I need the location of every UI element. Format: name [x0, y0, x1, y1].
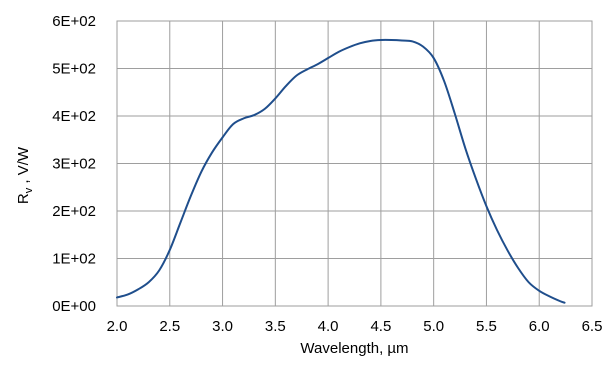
plot-area-border — [116, 20, 593, 307]
y-axis-title-subscript: v — [23, 187, 35, 193]
x-tick-label: 4.5 — [370, 318, 391, 335]
x-tick-label: 3.0 — [212, 318, 233, 335]
x-tick-label: 6.5 — [582, 318, 603, 335]
x-tick-label: 2.5 — [159, 318, 180, 335]
x-tick-label: 2.0 — [107, 318, 128, 335]
y-tick-label: 1E+02 — [52, 251, 96, 268]
x-tick-label: 6.0 — [529, 318, 550, 335]
x-tick-label: 4.0 — [318, 318, 339, 335]
y-grid-lines — [117, 20, 592, 307]
y-tick-label: 6E+02 — [52, 13, 96, 30]
y-tick-label: 4E+02 — [52, 108, 96, 125]
series-line — [116, 38, 566, 304]
y-tick-labels: 0E+00 1E+02 2E+02 3E+02 4E+02 5E+02 6E+02 — [52, 13, 96, 315]
x-tick-label: 5.0 — [423, 318, 444, 335]
y-axis-title-main: R — [15, 193, 32, 204]
x-tick-labels: 2.0 2.5 3.0 3.5 4.0 4.5 5.0 5.5 6.0 6.5 — [107, 318, 603, 335]
y-axis-title-rest: , V/W — [15, 146, 32, 188]
y-tick-label: 0E+00 — [52, 298, 96, 315]
y-tick-label: 5E+02 — [52, 61, 96, 78]
x-axis-title: Wavelength, µm — [300, 340, 408, 357]
y-axis-title: Rv , V/W — [15, 146, 35, 204]
series-group — [116, 38, 566, 304]
x-tick-label: 5.5 — [476, 318, 497, 335]
y-tick-label: 3E+02 — [52, 156, 96, 173]
y-tick-label: 2E+02 — [52, 203, 96, 220]
x-tick-label: 3.5 — [265, 318, 286, 335]
